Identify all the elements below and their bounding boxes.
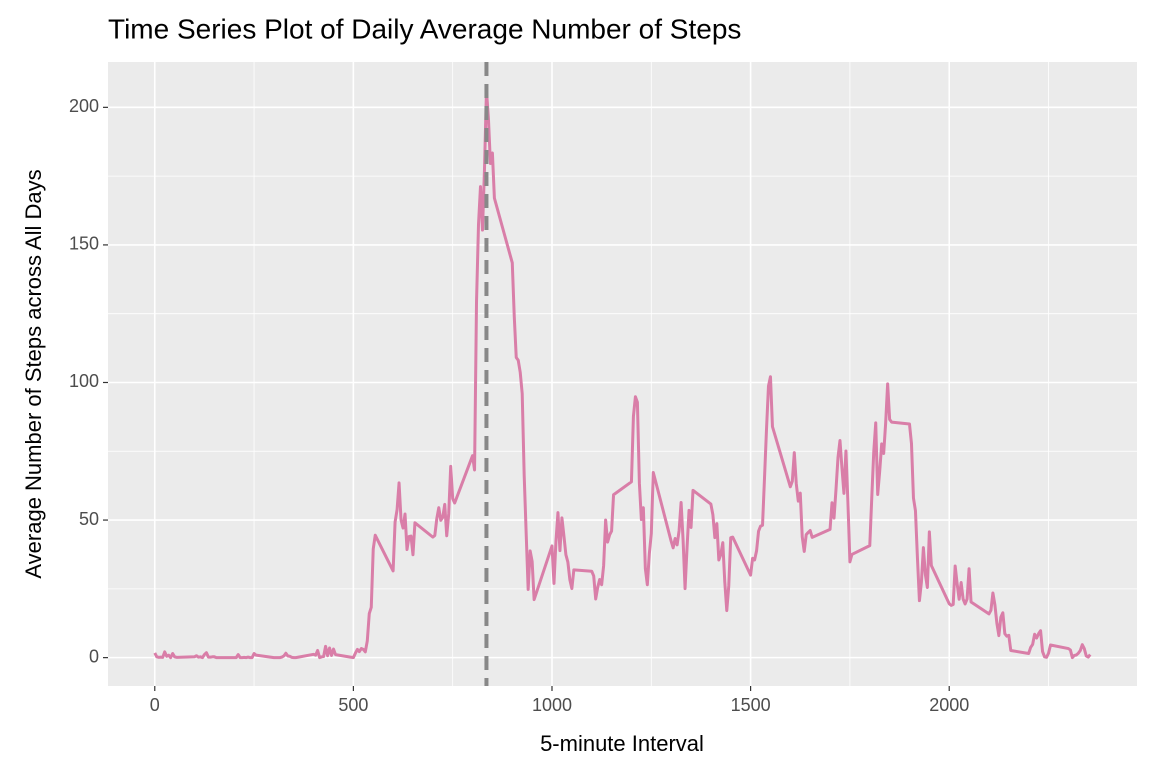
chart-title: Time Series Plot of Daily Average Number… [108, 13, 741, 44]
x-tick-label: 0 [150, 695, 160, 715]
x-tick-label: 2000 [929, 695, 969, 715]
x-tick-label: 1500 [731, 695, 771, 715]
y-tick-label: 150 [69, 234, 99, 254]
y-tick-label: 50 [79, 509, 99, 529]
y-tick-label: 200 [69, 96, 99, 116]
plot-panel [108, 62, 1137, 686]
x-tick-label: 1000 [532, 695, 572, 715]
y-tick-label: 100 [69, 371, 99, 391]
series-line [153, 88, 1092, 660]
y-axis-label: Average Number of Steps across All Days [21, 169, 46, 578]
x-tick-label: 500 [338, 695, 368, 715]
x-axis-label: 5-minute Interval [540, 731, 704, 756]
y-tick-label: 0 [89, 646, 99, 666]
